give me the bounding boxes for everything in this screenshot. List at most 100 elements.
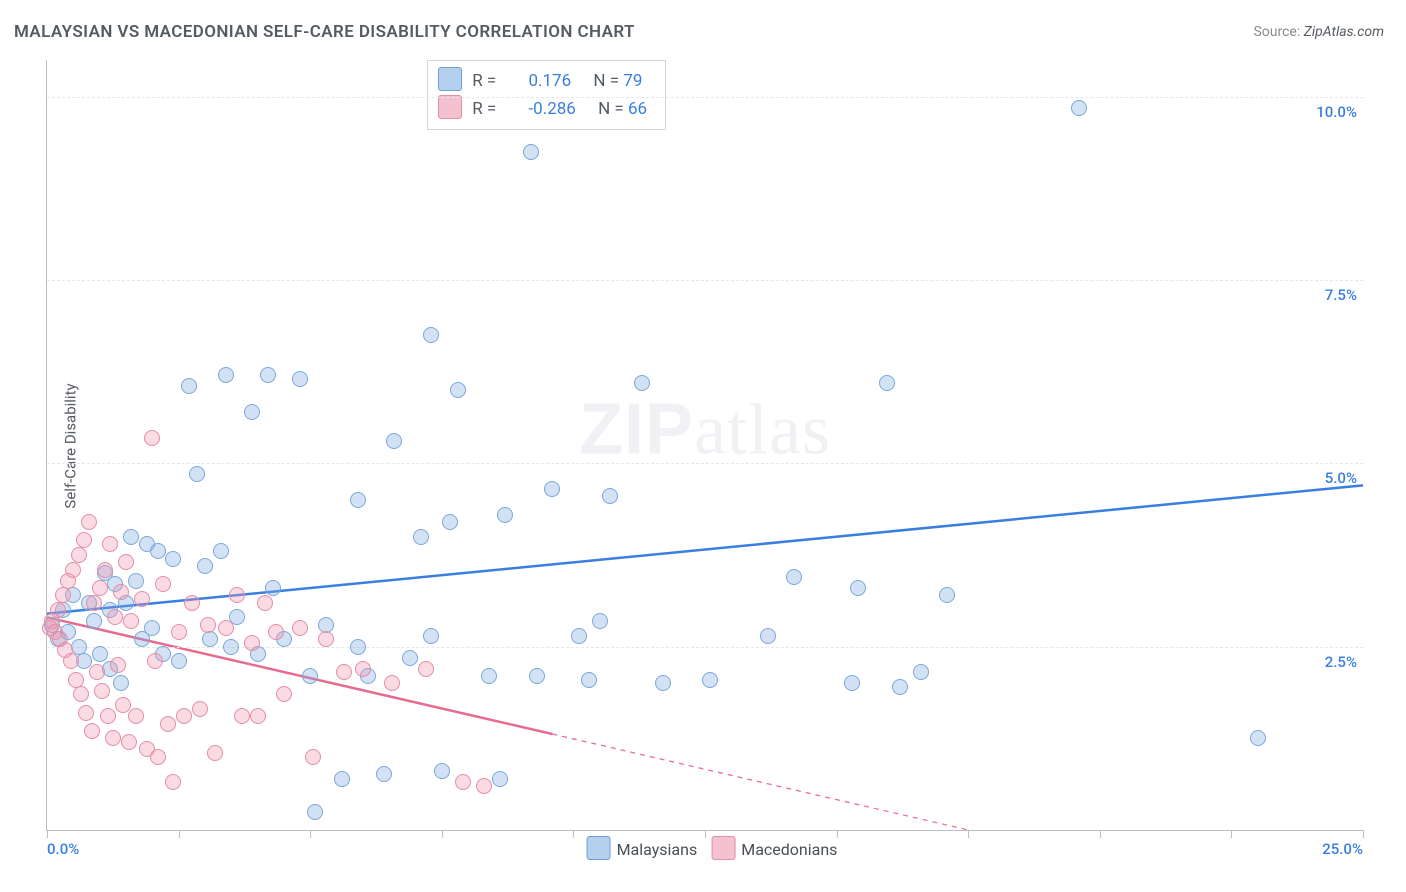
- point-malaysian: [181, 378, 197, 394]
- point-macedonian: [134, 591, 150, 607]
- x-tick: [705, 830, 706, 838]
- point-malaysian: [786, 569, 802, 585]
- x-tick: [968, 830, 969, 838]
- point-macedonian: [81, 514, 97, 530]
- point-macedonian: [63, 653, 79, 669]
- r-value: -0.286: [528, 99, 575, 119]
- point-macedonian: [76, 532, 92, 548]
- point-malaysian: [879, 375, 895, 391]
- legend-swatch: [711, 836, 735, 860]
- point-macedonian: [476, 778, 492, 794]
- legend-swatch: [438, 95, 462, 119]
- point-malaysian: [402, 650, 418, 666]
- point-macedonian: [86, 595, 102, 611]
- point-malaysian: [1071, 100, 1087, 116]
- legend-bottom: MalaysiansMacedonians: [573, 836, 838, 860]
- point-malaysian: [913, 664, 929, 680]
- point-malaysian: [592, 613, 608, 629]
- point-macedonian: [147, 653, 163, 669]
- legend-label: Malaysians: [617, 840, 698, 859]
- point-malaysian: [376, 766, 392, 782]
- point-macedonian: [150, 749, 166, 765]
- point-malaysian: [150, 543, 166, 559]
- point-malaysian: [302, 668, 318, 684]
- point-malaysian: [318, 617, 334, 633]
- point-macedonian: [276, 686, 292, 702]
- point-malaysian: [334, 771, 350, 787]
- y-tick-label: 7.5%: [1325, 286, 1357, 304]
- point-macedonian: [71, 547, 87, 563]
- x-tick: [573, 830, 574, 838]
- point-malaysian: [423, 327, 439, 343]
- point-malaysian: [71, 639, 87, 655]
- point-macedonian: [292, 620, 308, 636]
- point-macedonian: [305, 749, 321, 765]
- x-tick: [47, 830, 48, 838]
- point-malaysian: [244, 404, 260, 420]
- point-macedonian: [184, 595, 200, 611]
- point-macedonian: [176, 708, 192, 724]
- point-malaysian: [602, 488, 618, 504]
- point-malaysian: [350, 492, 366, 508]
- point-macedonian: [218, 620, 234, 636]
- point-macedonian: [384, 675, 400, 691]
- point-malaysian: [450, 382, 466, 398]
- gridline-horizontal: [47, 463, 1363, 464]
- point-malaysian: [497, 507, 513, 523]
- trendline-extrapolated: [552, 734, 968, 830]
- point-macedonian: [73, 686, 89, 702]
- point-malaysian: [581, 672, 597, 688]
- x-tick: [837, 830, 838, 838]
- point-malaysian: [260, 367, 276, 383]
- x-tick: [1231, 830, 1232, 838]
- point-macedonian: [171, 624, 187, 640]
- legend-swatch: [438, 67, 462, 91]
- point-macedonian: [268, 624, 284, 640]
- point-malaysian: [213, 543, 229, 559]
- point-malaysian: [634, 375, 650, 391]
- point-macedonian: [105, 730, 121, 746]
- point-malaysian: [1250, 730, 1266, 746]
- point-malaysian: [165, 551, 181, 567]
- y-tick-label: 2.5%: [1325, 653, 1357, 671]
- point-malaysian: [571, 628, 587, 644]
- point-macedonian: [113, 584, 129, 600]
- point-macedonian: [107, 609, 123, 625]
- point-macedonian: [128, 708, 144, 724]
- x-max-label: 25.0%: [1322, 840, 1363, 858]
- y-tick-label: 10.0%: [1316, 103, 1357, 121]
- point-malaysian: [892, 679, 908, 695]
- point-macedonian: [200, 617, 216, 633]
- source-prefix: Source:: [1253, 24, 1303, 40]
- stats-row: R = 0.176 N = 79: [438, 67, 647, 95]
- point-macedonian: [155, 576, 171, 592]
- point-macedonian: [121, 734, 137, 750]
- n-value: 79: [623, 71, 642, 91]
- point-malaysian: [92, 646, 108, 662]
- point-malaysian: [423, 628, 439, 644]
- point-malaysian: [481, 668, 497, 684]
- point-malaysian: [113, 675, 129, 691]
- point-macedonian: [455, 774, 471, 790]
- point-macedonian: [78, 705, 94, 721]
- point-malaysian: [523, 144, 539, 160]
- point-malaysian: [350, 639, 366, 655]
- source-name: ZipAtlas.com: [1304, 24, 1384, 40]
- y-tick-label: 5.0%: [1325, 469, 1357, 487]
- point-macedonian: [55, 587, 71, 603]
- point-malaysian: [223, 639, 239, 655]
- point-macedonian: [84, 723, 100, 739]
- point-malaysian: [218, 367, 234, 383]
- point-malaysian: [265, 580, 281, 596]
- n-value: 66: [628, 99, 647, 119]
- point-macedonian: [97, 562, 113, 578]
- point-malaysian: [202, 631, 218, 647]
- point-malaysian: [386, 433, 402, 449]
- point-macedonian: [110, 657, 126, 673]
- x-tick: [1100, 830, 1101, 838]
- point-malaysian: [171, 653, 187, 669]
- point-macedonian: [94, 683, 110, 699]
- point-malaysian: [413, 529, 429, 545]
- x-origin-label: 0.0%: [47, 840, 79, 858]
- point-malaysian: [702, 672, 718, 688]
